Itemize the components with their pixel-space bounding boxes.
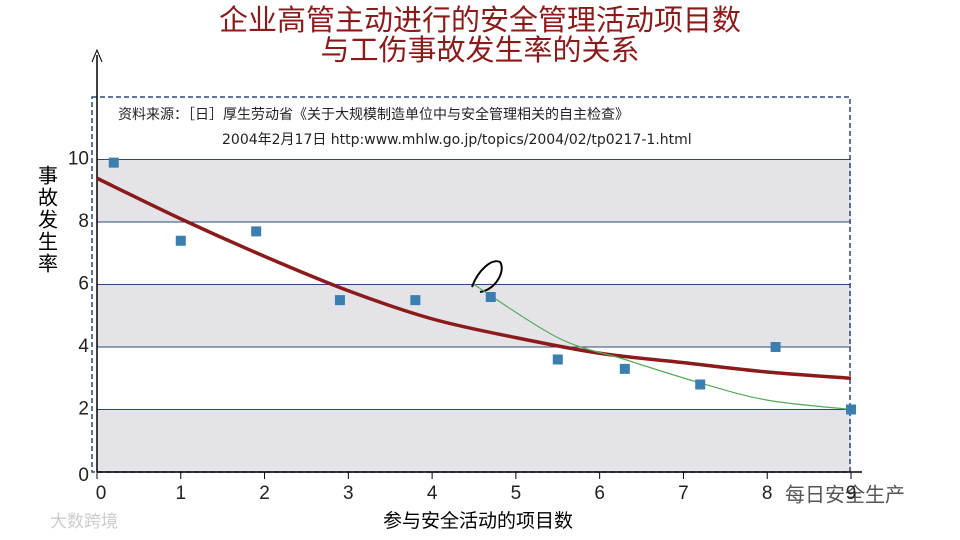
annotation-loop — [471, 260, 503, 293]
y-tick-label: 2 — [78, 399, 89, 420]
point — [485, 292, 496, 302]
y-tick-label: 10 — [68, 149, 89, 170]
point — [410, 295, 421, 306]
point — [251, 226, 262, 237]
watermark: 每日安全生产 — [785, 483, 905, 507]
x-tick-label: 7 — [678, 483, 689, 504]
source-line: 资料来源：［日］厚生劳动省《关于大规模制造单位中与安全管理相关的自主检查》 — [118, 106, 629, 123]
x-tick-label: 6 — [594, 483, 605, 504]
band — [97, 159, 851, 222]
point — [334, 295, 345, 306]
band — [97, 409, 851, 472]
x-tick-label: 3 — [343, 483, 354, 504]
y-axis-title: 事故发生率 — [35, 165, 59, 275]
x-tick-label: 4 — [427, 483, 438, 504]
y-tick-label: 6 — [78, 274, 89, 295]
y-tick-label: 0 — [78, 465, 89, 486]
x-axis-title: 参与安全活动的项目数 — [383, 510, 573, 532]
point — [619, 363, 630, 374]
plot-area — [97, 159, 851, 473]
point — [846, 404, 856, 415]
chart-title: 企业高管主动进行的安全管理活动项目数 — [219, 3, 741, 37]
x-tick-label: 8 — [762, 483, 773, 504]
fit-curve — [473, 283, 852, 411]
y-tick-label: 8 — [78, 211, 89, 232]
watermark: 大数跨境 — [50, 512, 118, 532]
y-arrow — [91, 48, 103, 63]
band — [97, 284, 851, 347]
x-tick-label: 9 — [846, 483, 857, 504]
point — [175, 235, 186, 246]
point — [770, 342, 781, 352]
point — [695, 379, 706, 390]
source-line: 2004年2月17日 http:www.mhlw.go.jp/topics/20… — [222, 132, 692, 148]
point — [552, 354, 563, 365]
x-tick-label: 2 — [259, 483, 270, 504]
point — [108, 157, 119, 168]
y-tick-label: 4 — [78, 336, 89, 357]
x-tick-label: 5 — [511, 483, 522, 504]
fit-curve — [96, 176, 852, 380]
chart-subtitle: 与工伤事故发生率的关系 — [320, 33, 639, 67]
x-tick-label: 1 — [175, 483, 186, 504]
x-tick-label: 0 — [96, 483, 107, 504]
